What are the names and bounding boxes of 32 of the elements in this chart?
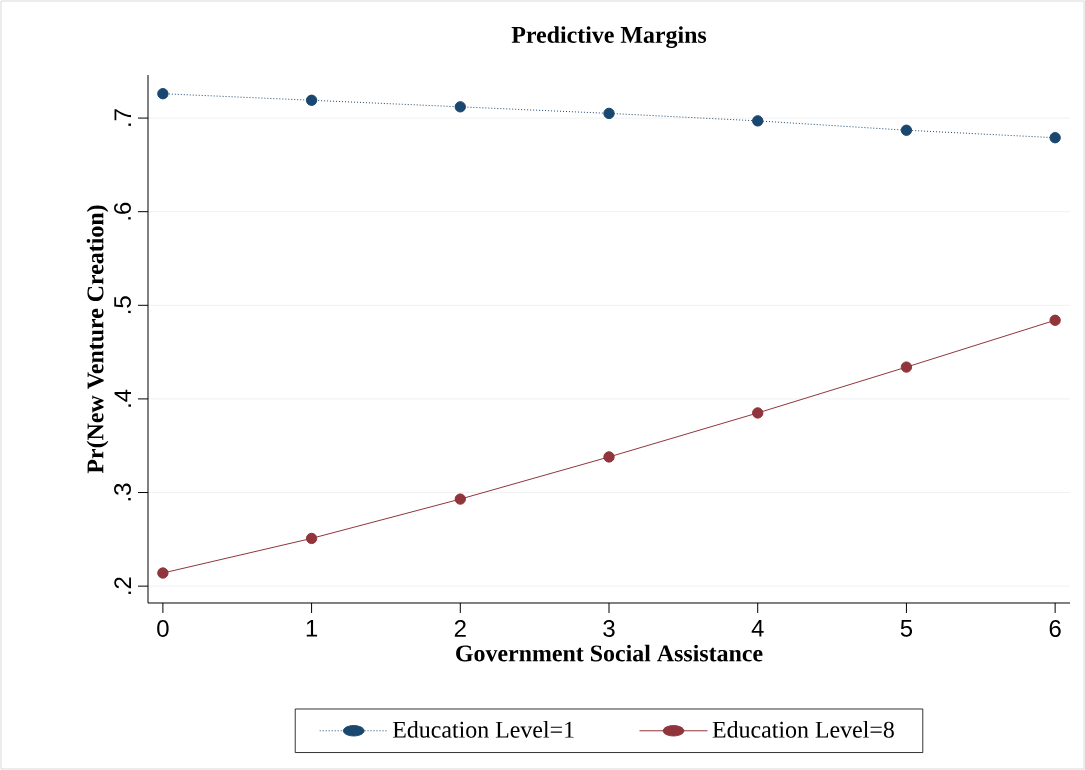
point — [454, 101, 466, 113]
y-tick-label: .7 — [114, 109, 131, 126]
point — [900, 124, 913, 136]
y-tick-label: .5 — [114, 296, 131, 314]
legend-label: Education Level=1 — [392, 720, 574, 738]
point — [752, 115, 764, 127]
point — [1049, 314, 1061, 326]
point — [454, 493, 466, 505]
point — [900, 361, 913, 373]
point — [157, 88, 169, 100]
point — [603, 107, 615, 120]
point — [1049, 132, 1061, 144]
y-tick-label: .3 — [114, 483, 131, 501]
x-axis-title: Government Social Assistance — [456, 644, 763, 662]
x-tick-label: 0 — [157, 620, 169, 637]
x-tick-label: 1 — [306, 620, 318, 637]
chart-title: Predictive Margins — [511, 26, 707, 49]
y-tick-label: .4 — [114, 389, 131, 407]
x-tick-label: 6 — [1049, 620, 1061, 637]
point — [157, 567, 169, 579]
legend-label: Education Level=8 — [712, 720, 894, 738]
x-tick-label: 4 — [751, 620, 764, 637]
y-tick-label: .2 — [114, 577, 131, 594]
point — [752, 407, 764, 419]
point — [603, 451, 615, 463]
x-tick-label: 3 — [603, 620, 615, 637]
point — [305, 94, 318, 106]
x-tick-label: 2 — [454, 620, 466, 637]
point — [305, 532, 318, 545]
x-tick-label: 5 — [900, 620, 913, 637]
y-tick-label: .6 — [114, 202, 131, 220]
y-axis-title: Pr(New Venture Creation) — [86, 205, 109, 474]
